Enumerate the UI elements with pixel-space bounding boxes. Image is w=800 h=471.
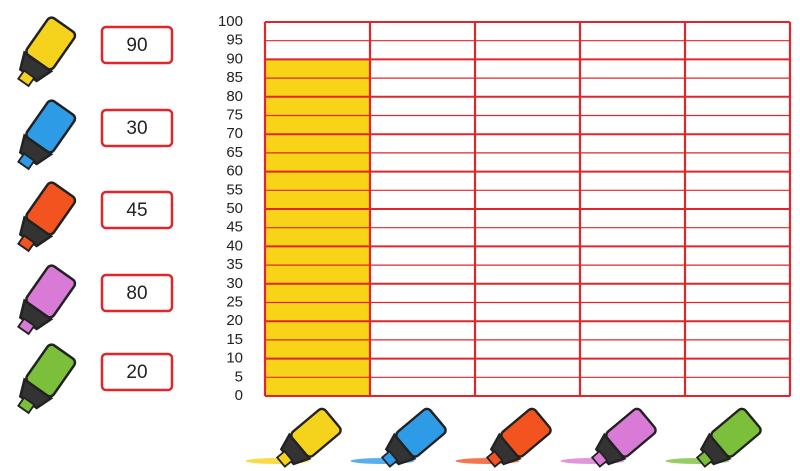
y-tick-label: 0: [235, 387, 243, 404]
y-tick-label: 35: [226, 256, 243, 273]
y-tick-label: 70: [226, 125, 243, 142]
answer-box: 45: [102, 192, 172, 228]
answer-box: 20: [102, 354, 172, 390]
answer-box: 30: [102, 110, 172, 146]
y-tick-label: 60: [226, 163, 243, 180]
answer-box: 80: [102, 275, 172, 311]
y-tick-label: 30: [226, 275, 243, 292]
y-tick-label: 75: [226, 106, 243, 123]
y-tick-label: 100: [218, 13, 243, 30]
y-tick-label: 15: [226, 331, 243, 348]
y-tick-label: 50: [226, 200, 243, 217]
y-tick-label: 45: [226, 219, 243, 236]
y-tick-label: 10: [226, 350, 243, 367]
y-tick-label: 90: [226, 50, 243, 67]
page: 0510152025303540455055606570758085909510…: [0, 0, 800, 471]
highlighter: [10, 343, 77, 419]
y-tick-label: 85: [226, 69, 243, 86]
y-tick-label: 80: [226, 88, 243, 105]
y-tick-label: 20: [226, 312, 243, 329]
y-tick-label: 55: [226, 181, 243, 198]
highlighter: [10, 181, 77, 257]
y-tick-label: 25: [226, 293, 243, 310]
y-tick-label: 95: [226, 32, 243, 49]
highlighter: [10, 16, 77, 92]
y-tick-label: 65: [226, 144, 243, 161]
answer-value: 45: [126, 200, 147, 221]
answer-value: 20: [126, 362, 147, 383]
answer-value: 30: [126, 118, 147, 139]
y-tick-label: 40: [226, 237, 243, 254]
chart: 0510152025303540455055606570758085909510…: [0, 0, 800, 471]
y-tick-label: 5: [235, 368, 243, 385]
answer-box: 90: [102, 27, 172, 63]
highlighter: [10, 264, 77, 340]
answer-value: 80: [126, 283, 147, 304]
answer-value: 90: [126, 35, 147, 56]
highlighter: [10, 99, 77, 175]
